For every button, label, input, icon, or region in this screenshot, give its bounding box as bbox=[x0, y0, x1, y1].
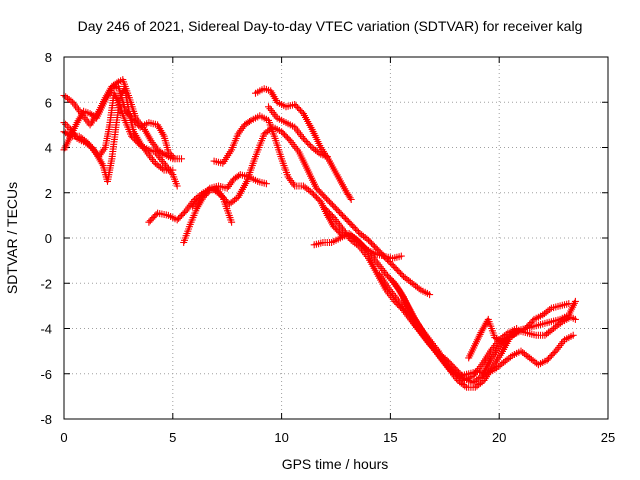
x-tick-label: 20 bbox=[492, 430, 506, 445]
y-tick-label: 0 bbox=[45, 231, 52, 246]
series-track-11 bbox=[310, 230, 405, 262]
data-points bbox=[60, 76, 579, 391]
data-markers bbox=[310, 230, 405, 262]
axis-ticks: 0 5 10 15 20 25 -8 -6 -4 -2 0 2 4 6 8 bbox=[40, 50, 615, 445]
y-tick-label: -2 bbox=[40, 276, 52, 291]
y-tick-label: -8 bbox=[40, 412, 52, 427]
plot-frame bbox=[63, 56, 609, 420]
y-axis-label: SDTVAR / TECUs bbox=[4, 182, 20, 294]
x-axis-label: GPS time / hours bbox=[282, 456, 389, 472]
x-tick-label: 25 bbox=[601, 430, 615, 445]
series-track-15 bbox=[465, 297, 579, 362]
data-markers bbox=[180, 184, 236, 246]
x-tick-label: 15 bbox=[383, 430, 397, 445]
data-markers bbox=[386, 275, 577, 380]
x-tick-label: 10 bbox=[274, 430, 288, 445]
data-markers bbox=[188, 171, 270, 210]
y-tick-label: 2 bbox=[45, 186, 52, 201]
y-tick-label: 6 bbox=[45, 95, 52, 110]
x-tick-label: 0 bbox=[60, 430, 67, 445]
series-track-14 bbox=[386, 275, 577, 380]
x-tick-label: 5 bbox=[169, 430, 176, 445]
y-tick-label: -4 bbox=[40, 322, 52, 337]
chart-title: Day 246 of 2021, Sidereal Day-to-day VTE… bbox=[78, 18, 583, 34]
y-tick-label: 8 bbox=[45, 50, 52, 65]
y-tick-label: 4 bbox=[45, 141, 52, 156]
y-tick-label: -6 bbox=[40, 367, 52, 382]
data-markers bbox=[465, 297, 579, 362]
series-track-7 bbox=[188, 171, 270, 210]
data-markers bbox=[265, 103, 331, 161]
series-track-10 bbox=[265, 103, 331, 161]
series-track-6 bbox=[180, 184, 236, 246]
